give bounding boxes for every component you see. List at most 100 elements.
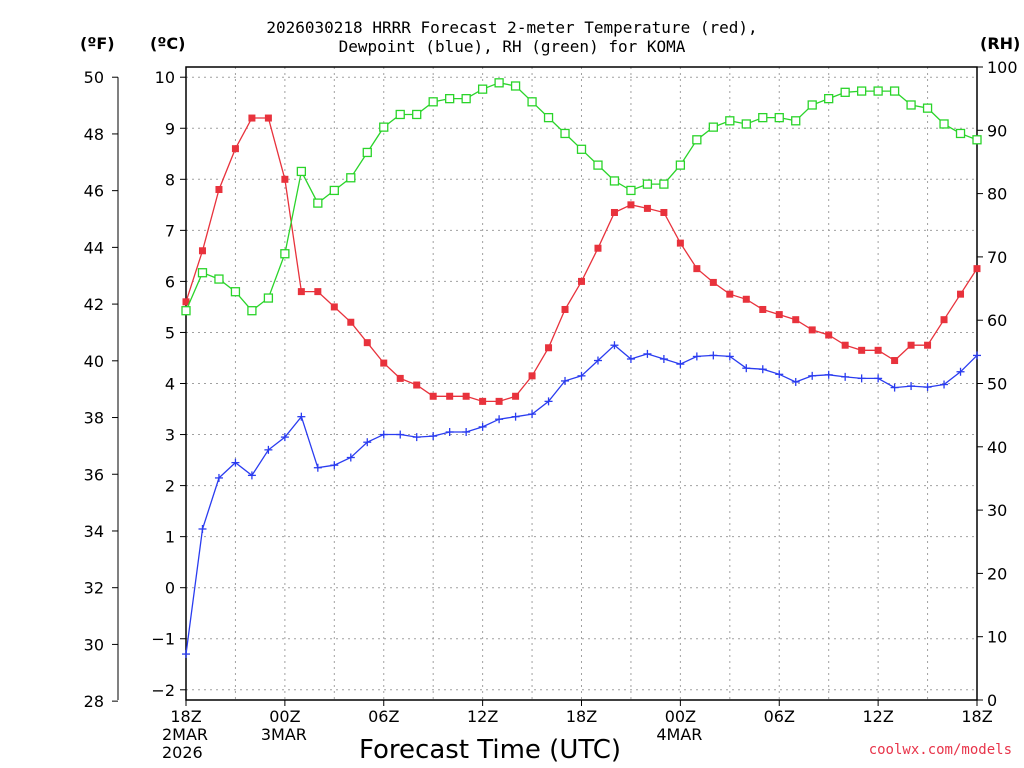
temperature-point: [561, 305, 569, 313]
temperature-point: [495, 397, 503, 405]
celsius-tick-label: 7: [165, 221, 175, 240]
rh-point: [477, 84, 488, 94]
rh-point: [626, 185, 636, 196]
dewpoint-point: [247, 471, 256, 480]
celsius-tick-label: 0: [165, 579, 175, 598]
rh-point: [642, 179, 653, 189]
rh-point: [939, 119, 949, 129]
dewpoint-point: [297, 412, 306, 421]
dewpoint-point: [313, 463, 322, 472]
rh-tick-label: 30: [987, 501, 1007, 520]
fahrenheit-tick-label: 44: [84, 238, 104, 257]
x-tick-label: 3MAR: [261, 725, 307, 744]
rh-tick-label: 100: [987, 58, 1018, 77]
rh-point: [296, 166, 307, 177]
temperature-point: [841, 341, 849, 349]
temperature-point: [248, 114, 256, 122]
dewpoint-point: [462, 427, 471, 436]
rh-point: [181, 306, 191, 316]
celsius-tick-label: 6: [165, 272, 175, 291]
x-axis-label: Forecast Time (UTC): [359, 735, 622, 765]
x-tick-label: 00Z: [665, 707, 696, 726]
rh-point: [659, 179, 669, 189]
dewpoint-point: [495, 415, 504, 424]
rh-point: [230, 287, 241, 297]
rh-axis-unit: (RH): [980, 34, 1021, 53]
dewpoint-point: [478, 422, 487, 431]
temperature-point: [825, 331, 833, 339]
rh-tick-label: 50: [987, 375, 1007, 394]
temperature-point: [594, 244, 602, 252]
rh-point: [675, 160, 686, 170]
rh-point: [873, 86, 883, 96]
temperature-point: [396, 374, 404, 382]
dewpoint-point: [214, 473, 223, 482]
dewpoint-point: [841, 372, 850, 381]
rh-point: [725, 116, 735, 126]
temperature-point: [380, 359, 388, 367]
temperature-point: [792, 316, 800, 324]
rh-tick-label: 60: [987, 311, 1007, 330]
temperature-point: [660, 208, 668, 216]
rh-point: [840, 87, 850, 97]
temperature-point: [858, 346, 866, 354]
dewpoint-point: [396, 430, 405, 439]
rh-point: [889, 86, 900, 96]
temperature-point: [413, 381, 421, 389]
dewpoint-point: [280, 433, 289, 442]
rh-point: [428, 97, 438, 107]
celsius-axis-unit: (ºC): [150, 34, 186, 53]
rh-point: [510, 81, 521, 91]
dewpoint-point: [709, 351, 718, 360]
rh-point: [379, 122, 389, 132]
rh-point: [346, 173, 356, 183]
celsius-tick-label: 2: [165, 477, 175, 496]
rh-point: [576, 144, 587, 154]
fahrenheit-tick-label: 40: [84, 352, 104, 371]
rh-point: [774, 112, 784, 123]
temperature-point: [330, 303, 338, 311]
dewpoint-point: [758, 365, 767, 374]
temperature-point: [742, 295, 750, 303]
temperature-series: [182, 114, 981, 405]
dewpoint-point: [544, 397, 553, 406]
dewpoint-point: [775, 370, 784, 379]
temperature-point: [314, 288, 322, 296]
dewpoint-point: [379, 430, 388, 439]
temperature-point: [512, 392, 520, 400]
rh-point: [955, 128, 966, 139]
temperature-point: [182, 298, 190, 306]
temperature-point: [726, 290, 734, 298]
fahrenheit-tick-label: 42: [84, 295, 104, 314]
chart-title-line2: Dewpoint (blue), RH (green) for KOMA: [338, 37, 686, 56]
temperature-point: [891, 357, 899, 365]
temperature-point: [957, 290, 965, 298]
celsius-tick-label: 4: [165, 375, 175, 394]
fahrenheit-tick-label: 34: [84, 522, 104, 541]
dewpoint-point: [445, 427, 454, 436]
x-tick-label: 18Z: [170, 707, 201, 726]
dewpoint-point: [412, 433, 421, 442]
rh-point: [758, 112, 768, 123]
dewpoint-point: [956, 367, 965, 376]
dewpoint-point: [264, 445, 273, 454]
temperature-point: [446, 392, 454, 400]
temperature-point: [627, 201, 635, 209]
dewpoint-point: [791, 377, 800, 386]
temperature-point: [198, 247, 206, 255]
x-tick-label: 2026: [162, 743, 203, 762]
dewpoint-point: [182, 650, 190, 659]
temperature-point: [759, 305, 767, 313]
temperature-point: [528, 372, 536, 380]
dewpoint-point: [346, 453, 355, 462]
fahrenheit-axis-unit: (ºF): [80, 34, 115, 53]
temperature-point: [297, 288, 305, 296]
rh-point: [412, 109, 422, 120]
rh-point: [214, 274, 224, 284]
credit-text: coolwx.com/models: [868, 742, 1012, 758]
dewpoint-point: [593, 356, 602, 365]
x-tick-label: 06Z: [368, 707, 399, 726]
temperature-point: [462, 392, 470, 400]
celsius-tick-label: −1: [151, 630, 175, 649]
